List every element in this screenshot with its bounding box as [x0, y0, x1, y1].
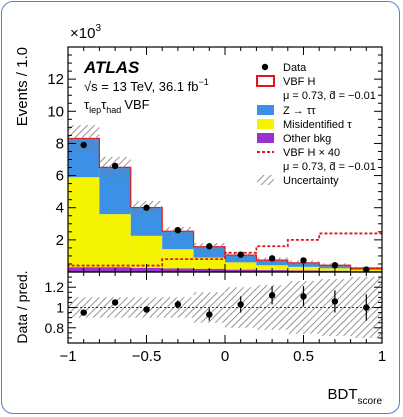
legend-vbf-swatch: [256, 75, 275, 87]
legend-other-swatch: [257, 133, 274, 143]
ratio-ytick-label-1.2: 1.2: [45, 279, 65, 295]
ratio-ytick-label-1: 1: [56, 300, 64, 316]
legend-unc-swatch: [257, 175, 274, 185]
stack-bar-2-3: [162, 231, 194, 250]
data-point-6: [268, 255, 276, 262]
y-multiplier: ×103: [70, 23, 101, 42]
main-y-axis-label: Events / 1.0: [14, 47, 31, 126]
legend-vbf-label: VBF H: [283, 76, 315, 88]
stack-bar-1-1: [99, 214, 131, 268]
ratio-point-4: [206, 311, 213, 318]
main-ytick-label-2: 2: [56, 232, 64, 249]
xtick-label-2: 0: [221, 348, 229, 365]
legend-vbf40-label: VBF H × 40: [283, 147, 340, 159]
ratio-uncertainty-0: [68, 297, 100, 318]
main-ytick-label-12: 12: [47, 71, 64, 88]
ratio-point-5: [237, 301, 244, 308]
atlas-label: ATLAS: [83, 58, 140, 77]
legend-ztt-swatch: [257, 105, 274, 115]
legend-fake-label: Misidentified τ: [283, 119, 352, 131]
ratio-point-0: [80, 309, 87, 316]
legend-other-label: Other bkg: [283, 133, 331, 145]
ratio-point-2: [143, 306, 150, 313]
x-axis-label: BDTscore: [328, 386, 383, 407]
xtick-label-4: 1: [378, 348, 386, 365]
ratio-point-9: [363, 304, 370, 311]
data-point-0: [80, 141, 87, 149]
stack-bar-1-0: [68, 177, 100, 268]
ratio-point-1: [111, 299, 119, 306]
main-ytick-label-6: 6: [56, 168, 64, 185]
xtick-label-1: −0.5: [132, 348, 162, 365]
legend-data-marker: [261, 63, 269, 71]
data-point-5: [237, 251, 244, 258]
main-ytick-label-10: 10: [47, 103, 64, 120]
ratio-y-axis-label: Data / pred.: [14, 270, 30, 343]
legend-mu-line2: μ = 0.73, d̃ = −0.01: [283, 161, 376, 173]
legend-unc-label: Uncertainty: [283, 175, 339, 187]
legend-data-label: Data: [283, 62, 307, 74]
legend: Data VBF H μ = 0.73, d̃ = −0.01 Z → ττ M…: [256, 62, 376, 187]
stack-bar-1-4: [193, 257, 225, 269]
main-ytick-label-4: 4: [56, 200, 64, 217]
stack-bar-1-5: [225, 262, 257, 270]
xtick-label-3: 0.5: [293, 348, 314, 365]
ratio-plot-area: [68, 277, 382, 338]
data-point-2: [143, 204, 150, 211]
stack-bar-2-4: [193, 247, 225, 258]
stack-bar-1-6: [256, 265, 288, 271]
legend-mu-line: μ = 0.73, d̃ = −0.01: [283, 90, 376, 102]
data-point-8: [331, 262, 339, 269]
axes: 2 4 6 8 10 12 0.8 1 1.2 −1 −0.5 0 0.5 1: [45, 46, 386, 365]
channel-label: τlepτhad VBF: [84, 97, 150, 115]
stack-bar-2-5: [225, 255, 257, 263]
main-ytick-label-8: 8: [56, 135, 64, 152]
legend-ztt-label: Z → ττ: [283, 105, 316, 117]
stack-bar-1-2: [130, 235, 163, 268]
data-point-7: [300, 257, 307, 264]
data-point-4: [206, 243, 213, 250]
ratio-point-8: [331, 298, 339, 305]
xtick-label-0: −1: [59, 348, 76, 365]
stack-bar-2-6: [256, 260, 288, 266]
legend-fake-swatch: [257, 119, 274, 129]
vbf-x40-line: [68, 232, 382, 272]
ratio-point-7: [300, 293, 307, 300]
energy-lumi-label: √s = 13 TeV, 36.1 fb−1: [84, 77, 209, 94]
data-point-1: [111, 162, 119, 170]
ratio-point-6: [268, 292, 276, 299]
data-point-3: [174, 227, 182, 234]
ratio-uncertainty-1: [99, 297, 131, 318]
ratio-ytick-label-0.8: 0.8: [45, 320, 65, 336]
ratio-point-3: [174, 301, 182, 308]
